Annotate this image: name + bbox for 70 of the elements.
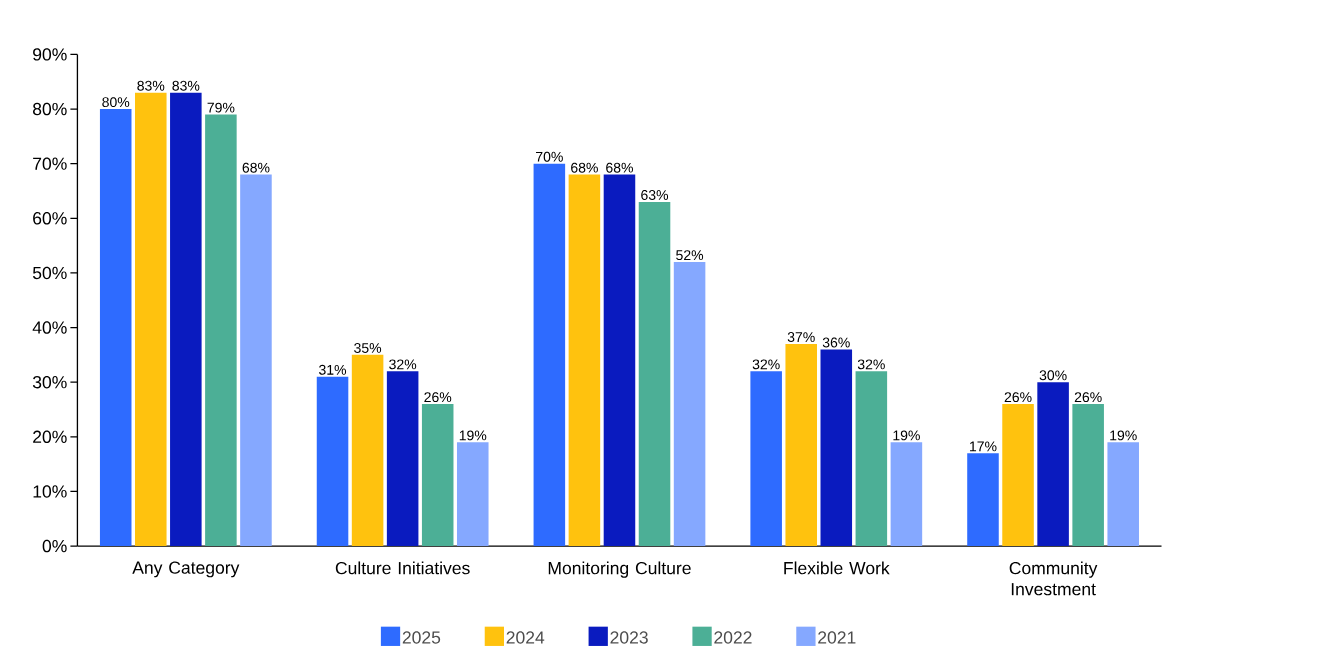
bar (421, 403, 454, 546)
x-tick-label: Flexible Work (784, 561, 890, 575)
bar (638, 201, 671, 546)
data-label: 32% (752, 359, 780, 370)
data-label: 68% (242, 162, 270, 173)
bar (456, 442, 489, 546)
bar (820, 349, 853, 546)
legend-label: 2024 (506, 631, 545, 644)
bar (1107, 442, 1139, 546)
bar (533, 163, 566, 546)
data-label: 26% (1074, 392, 1102, 402)
x-tick-label: Any Category (132, 561, 240, 578)
bar (967, 453, 999, 546)
legend-label: 2021 (818, 631, 856, 644)
bar (135, 92, 167, 546)
y-tick-label: 20% (33, 430, 67, 443)
data-label: 35% (354, 342, 382, 353)
data-label: 83% (137, 80, 165, 91)
data-label: 83% (172, 80, 200, 91)
data-label: 19% (459, 430, 487, 441)
bar (240, 174, 272, 546)
bar (386, 371, 419, 546)
bar (855, 371, 888, 546)
data-label: 68% (606, 162, 633, 173)
data-label: 52% (676, 249, 704, 260)
bar (1002, 403, 1034, 546)
y-tick-label: 90% (33, 48, 67, 61)
bar (170, 92, 202, 546)
bar (1037, 382, 1069, 546)
legend-label: 2022 (714, 631, 752, 644)
data-label: 63% (641, 189, 669, 200)
data-label: 79% (207, 102, 235, 113)
bar (785, 343, 817, 546)
data-label: 37% (787, 331, 815, 342)
y-tick-label: 80% (32, 102, 67, 116)
data-label: 31% (319, 364, 347, 375)
legend-label: 2025 (402, 631, 441, 644)
bar (890, 442, 923, 546)
data-label: 26% (1004, 392, 1032, 402)
bar (568, 174, 601, 546)
legend-label: 2023 (610, 631, 648, 644)
x-tick-label: Culture Initiatives (335, 561, 470, 575)
y-tick-label: 60% (33, 211, 67, 225)
bar (99, 108, 132, 546)
data-label: 80% (102, 97, 130, 107)
x-tick-label: Community Investment (1009, 561, 1098, 596)
y-tick-label: 30% (32, 375, 67, 389)
data-label: 70% (536, 151, 563, 162)
data-label: 19% (1110, 430, 1137, 441)
data-label: 17% (970, 441, 997, 452)
y-tick-label: 70% (33, 157, 67, 170)
bar (1072, 403, 1104, 546)
y-tick-label: 50% (32, 266, 67, 279)
bar (316, 376, 349, 546)
bar (351, 354, 384, 546)
x-tick-label: Monitoring Culture (548, 561, 691, 578)
data-label: 32% (389, 359, 417, 370)
data-label: 26% (424, 392, 452, 402)
y-tick-label: 0% (42, 539, 67, 553)
bar (750, 371, 782, 546)
y-tick-label: 10% (33, 485, 67, 498)
y-tick-label: 40% (32, 321, 67, 334)
data-label: 30% (1039, 370, 1067, 381)
data-label: 36% (822, 337, 850, 348)
data-label: 68% (571, 162, 598, 173)
data-label: 32% (857, 359, 885, 370)
bar (205, 114, 237, 546)
bar (673, 261, 706, 546)
data-label: 19% (893, 430, 920, 441)
bar (603, 174, 636, 546)
